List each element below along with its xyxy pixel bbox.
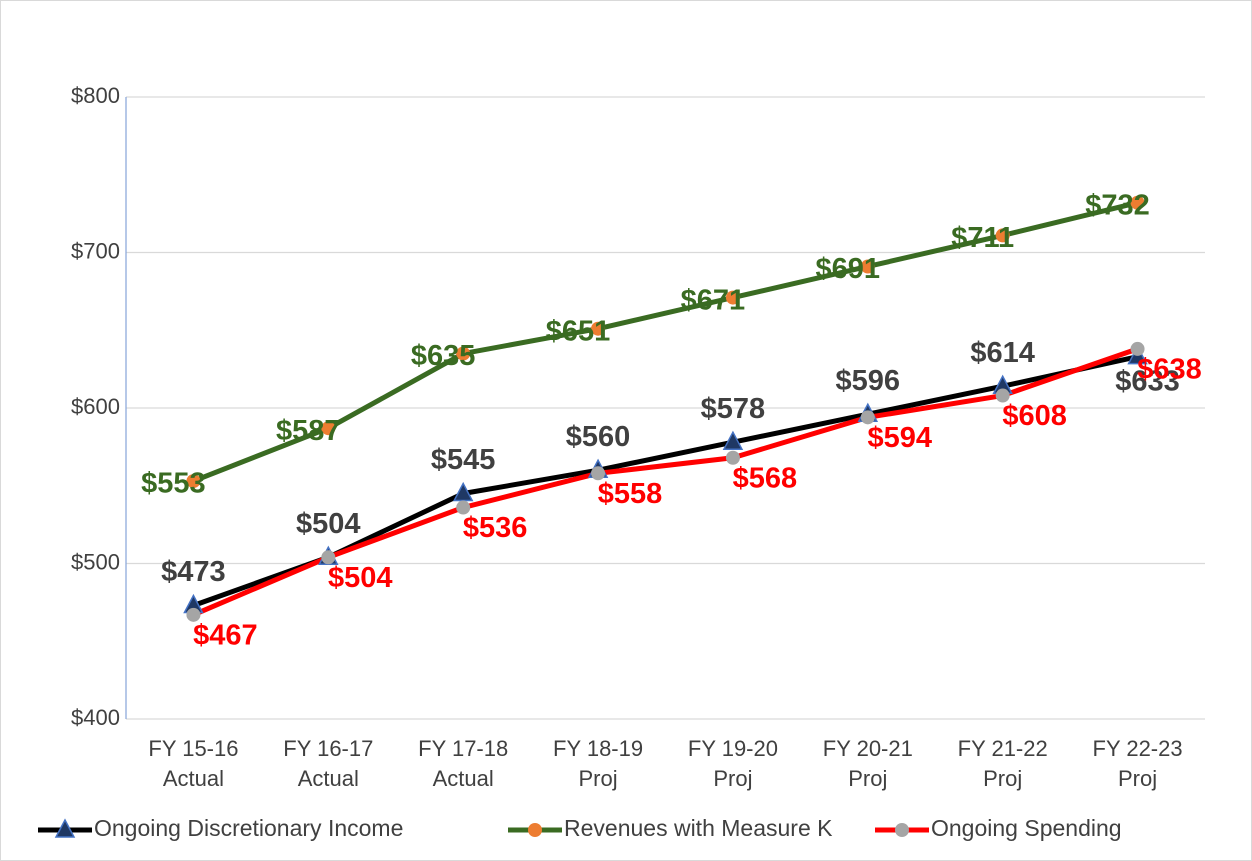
data-label: $553: [141, 468, 206, 500]
data-label: $638: [1137, 354, 1202, 386]
data-point: [321, 421, 336, 436]
x-tick-label: Proj: [713, 766, 752, 791]
data-label: $467: [193, 619, 258, 651]
data-point: [722, 430, 744, 450]
data-label: $614: [970, 337, 1035, 369]
x-tick-label: FY 20-21: [823, 736, 913, 761]
x-tick-label: Proj: [1118, 766, 1157, 791]
y-tick-label: $400: [71, 705, 120, 730]
series-line: [192, 200, 1139, 484]
data-point: [456, 500, 471, 515]
legend-label: Ongoing Spending: [931, 815, 1122, 841]
data-label: $558: [598, 478, 663, 510]
x-tick-label: FY 22-23: [1093, 736, 1183, 761]
y-tick-label: $800: [71, 83, 120, 108]
x-tick-label: Actual: [163, 766, 224, 791]
data-label: $568: [733, 462, 798, 494]
data-label: $691: [816, 253, 881, 285]
data-label: $671: [681, 284, 746, 316]
data-label: $596: [836, 365, 901, 397]
data-point: [321, 550, 336, 565]
data-point: [725, 450, 740, 465]
x-tick-label: FY 17-18: [418, 736, 508, 761]
x-tick-label: FY 16-17: [283, 736, 373, 761]
x-tick-label: Proj: [983, 766, 1022, 791]
data-label: $473: [161, 556, 226, 588]
data-label: $504: [296, 508, 361, 540]
y-tick-label: $700: [71, 238, 120, 263]
data-label: $560: [566, 421, 631, 453]
x-tick-label: FY 18-19: [553, 736, 643, 761]
data-point: [1130, 195, 1145, 210]
data-label: $633: [1115, 365, 1180, 397]
y-tick-label: $500: [71, 549, 120, 574]
data-label: $504: [328, 562, 393, 594]
data-label: $578: [701, 393, 766, 425]
data-point: [1130, 341, 1145, 356]
legend-marker: [895, 823, 909, 837]
data-point: [591, 466, 606, 481]
x-tick-label: FY 19-20: [688, 736, 778, 761]
legend-marker: [54, 818, 76, 838]
series-line: [192, 346, 1139, 618]
x-tick-label: Proj: [848, 766, 887, 791]
data-label: $545: [431, 444, 496, 476]
data-point: [860, 259, 875, 274]
legend-label: Ongoing Discretionary Income: [94, 815, 403, 841]
data-label: $651: [546, 315, 611, 347]
data-label: $635: [411, 340, 476, 372]
legend-label: Revenues with Measure K: [564, 815, 833, 841]
legend-marker: [528, 823, 542, 837]
x-tick-label: Actual: [433, 766, 494, 791]
data-point: [995, 228, 1010, 243]
data-label: $711: [951, 222, 1014, 254]
data-label: $732: [1085, 189, 1150, 221]
data-label: $594: [868, 422, 933, 454]
data-point: [995, 388, 1010, 403]
y-tick-label: $600: [71, 394, 120, 419]
x-tick-label: Actual: [298, 766, 359, 791]
data-point: [591, 321, 606, 336]
data-point: [456, 346, 471, 361]
data-label: $608: [1002, 400, 1067, 432]
x-tick-label: FY 15-16: [148, 736, 238, 761]
data-label: $536: [463, 512, 528, 544]
x-tick-label: Proj: [579, 766, 618, 791]
x-tick-label: FY 21-22: [958, 736, 1048, 761]
data-point: [725, 290, 740, 305]
data-label: $587: [276, 415, 341, 447]
data-point: [860, 410, 875, 425]
data-point: [186, 607, 201, 622]
data-point: [186, 474, 201, 489]
